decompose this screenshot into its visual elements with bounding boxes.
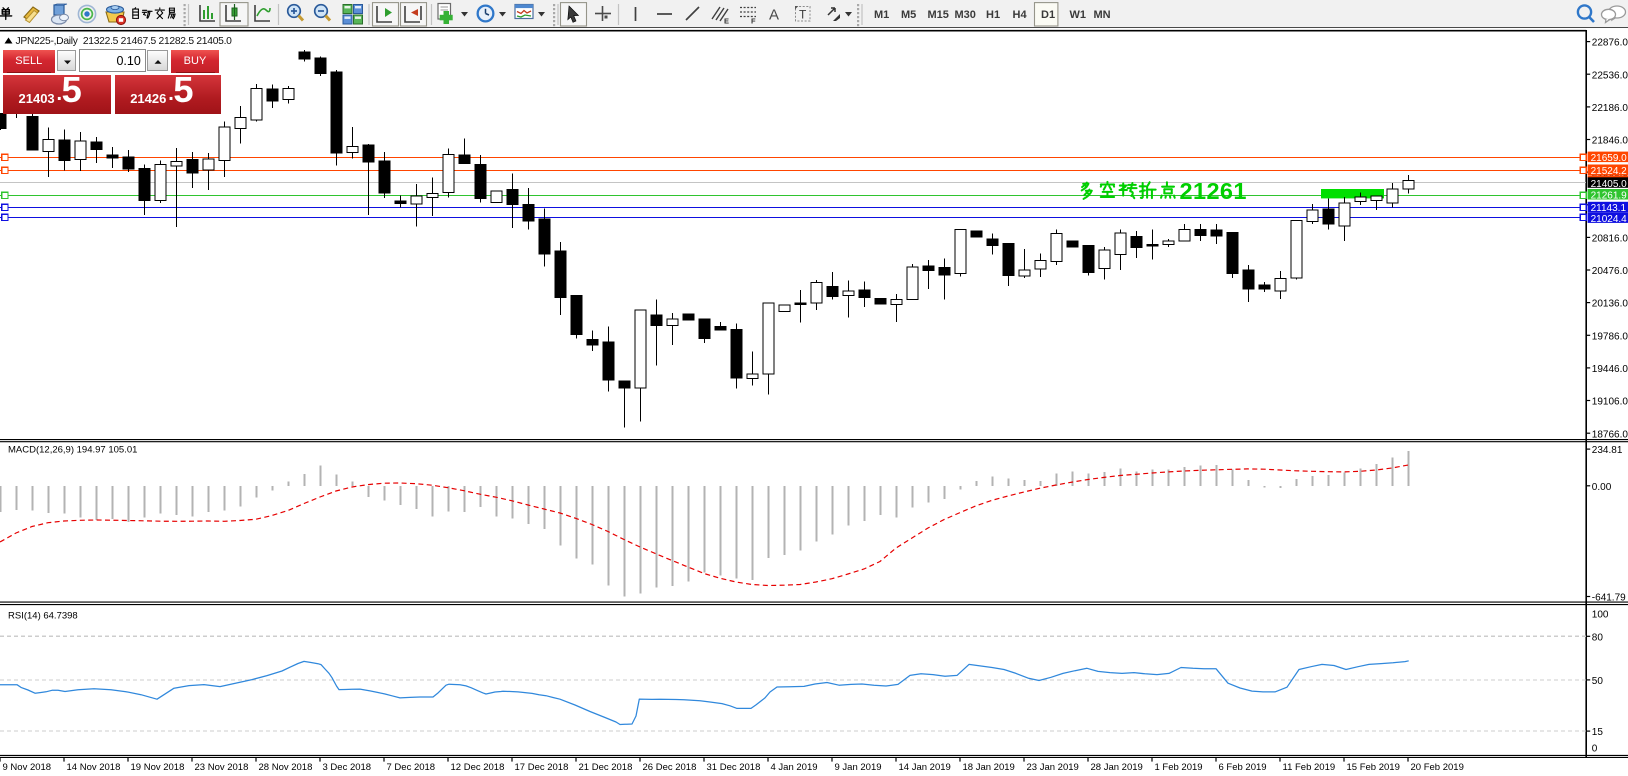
svg-text:21659.0: 21659.0 <box>1591 153 1628 164</box>
svg-text:21024.4: 21024.4 <box>1591 214 1628 225</box>
svg-text:22536.0: 22536.0 <box>1592 70 1628 81</box>
svg-text:17 Dec 2018: 17 Dec 2018 <box>515 762 569 773</box>
svg-text:21261.9: 21261.9 <box>1591 190 1628 201</box>
svg-text:F: F <box>751 17 756 26</box>
svg-text:1 Feb 2019: 1 Feb 2019 <box>1155 762 1203 773</box>
svg-text:19 Nov 2018: 19 Nov 2018 <box>131 762 185 773</box>
svg-text:M1: M1 <box>874 9 889 21</box>
svg-text:21143.1: 21143.1 <box>1591 203 1627 214</box>
svg-text:20 Feb 2019: 20 Feb 2019 <box>1411 762 1464 773</box>
svg-text:7 Dec 2018: 7 Dec 2018 <box>387 762 436 773</box>
svg-text:JPN225-,Daily 21322.5 21467.5: JPN225-,Daily 21322.5 21467.5 21282.5 21… <box>16 36 233 47</box>
svg-text:12 Dec 2018: 12 Dec 2018 <box>451 762 505 773</box>
svg-text:18 Jan 2019: 18 Jan 2019 <box>963 762 1015 773</box>
svg-text:15 Feb 2019: 15 Feb 2019 <box>1347 762 1400 773</box>
svg-text:0.00: 0.00 <box>1592 482 1612 493</box>
svg-text:4 Jan 2019: 4 Jan 2019 <box>771 762 818 773</box>
svg-text:9 Jan 2019: 9 Jan 2019 <box>835 762 882 773</box>
svg-text:M30: M30 <box>955 9 976 21</box>
svg-text:21 Dec 2018: 21 Dec 2018 <box>579 762 633 773</box>
svg-text:E: E <box>724 17 729 26</box>
svg-text:20816.0: 20816.0 <box>1592 234 1628 245</box>
svg-text:20136.0: 20136.0 <box>1592 299 1628 310</box>
svg-text:M15: M15 <box>928 9 949 21</box>
svg-text:28 Jan 2019: 28 Jan 2019 <box>1091 762 1143 773</box>
svg-text:RSI(14) 64.7398: RSI(14) 64.7398 <box>8 610 78 621</box>
svg-text:3 Dec 2018: 3 Dec 2018 <box>323 762 372 773</box>
svg-text:21405.0: 21405.0 <box>1591 179 1628 190</box>
svg-text:50: 50 <box>1592 676 1604 687</box>
svg-text:22876.0: 22876.0 <box>1592 38 1628 49</box>
svg-text:234.81: 234.81 <box>1592 445 1623 456</box>
svg-text:H1: H1 <box>986 9 1000 21</box>
svg-text:6 Feb 2019: 6 Feb 2019 <box>1219 762 1267 773</box>
svg-text:23 Nov 2018: 23 Nov 2018 <box>195 762 249 773</box>
svg-text:D1: D1 <box>1041 9 1055 21</box>
svg-text:21846.0: 21846.0 <box>1592 136 1628 147</box>
svg-text:21524.2: 21524.2 <box>1591 166 1628 177</box>
svg-text:9 Nov 2018: 9 Nov 2018 <box>3 762 52 773</box>
svg-text:18766.0: 18766.0 <box>1592 429 1628 440</box>
svg-text:28 Nov 2018: 28 Nov 2018 <box>259 762 313 773</box>
svg-text:H4: H4 <box>1013 9 1028 21</box>
svg-text:100: 100 <box>1592 609 1609 620</box>
svg-text:W1: W1 <box>1070 9 1087 21</box>
svg-text:-641.79: -641.79 <box>1592 593 1626 604</box>
svg-text:14 Nov 2018: 14 Nov 2018 <box>67 762 121 773</box>
svg-text:14 Jan 2019: 14 Jan 2019 <box>899 762 951 773</box>
svg-text:80: 80 <box>1592 632 1604 643</box>
svg-text:19446.0: 19446.0 <box>1592 364 1628 375</box>
svg-text:T: T <box>799 8 807 22</box>
svg-text:A: A <box>769 7 779 24</box>
svg-text:15: 15 <box>1592 727 1604 738</box>
svg-text:MN: MN <box>1094 9 1111 21</box>
svg-text:22186.0: 22186.0 <box>1592 103 1628 114</box>
svg-text:26 Dec 2018: 26 Dec 2018 <box>643 762 697 773</box>
svg-text:20476.0: 20476.0 <box>1592 266 1628 277</box>
svg-text:0: 0 <box>1592 744 1598 755</box>
svg-text:31 Dec 2018: 31 Dec 2018 <box>707 762 761 773</box>
svg-text:M5: M5 <box>901 9 916 21</box>
svg-text:19786.0: 19786.0 <box>1592 331 1628 342</box>
svg-text:19106.0: 19106.0 <box>1592 397 1628 408</box>
svg-text:23 Jan 2019: 23 Jan 2019 <box>1027 762 1079 773</box>
svg-text:11 Feb 2019: 11 Feb 2019 <box>1283 762 1336 773</box>
svg-text:MACD(12,26,9) 194.97 105.01: MACD(12,26,9) 194.97 105.01 <box>8 445 137 456</box>
